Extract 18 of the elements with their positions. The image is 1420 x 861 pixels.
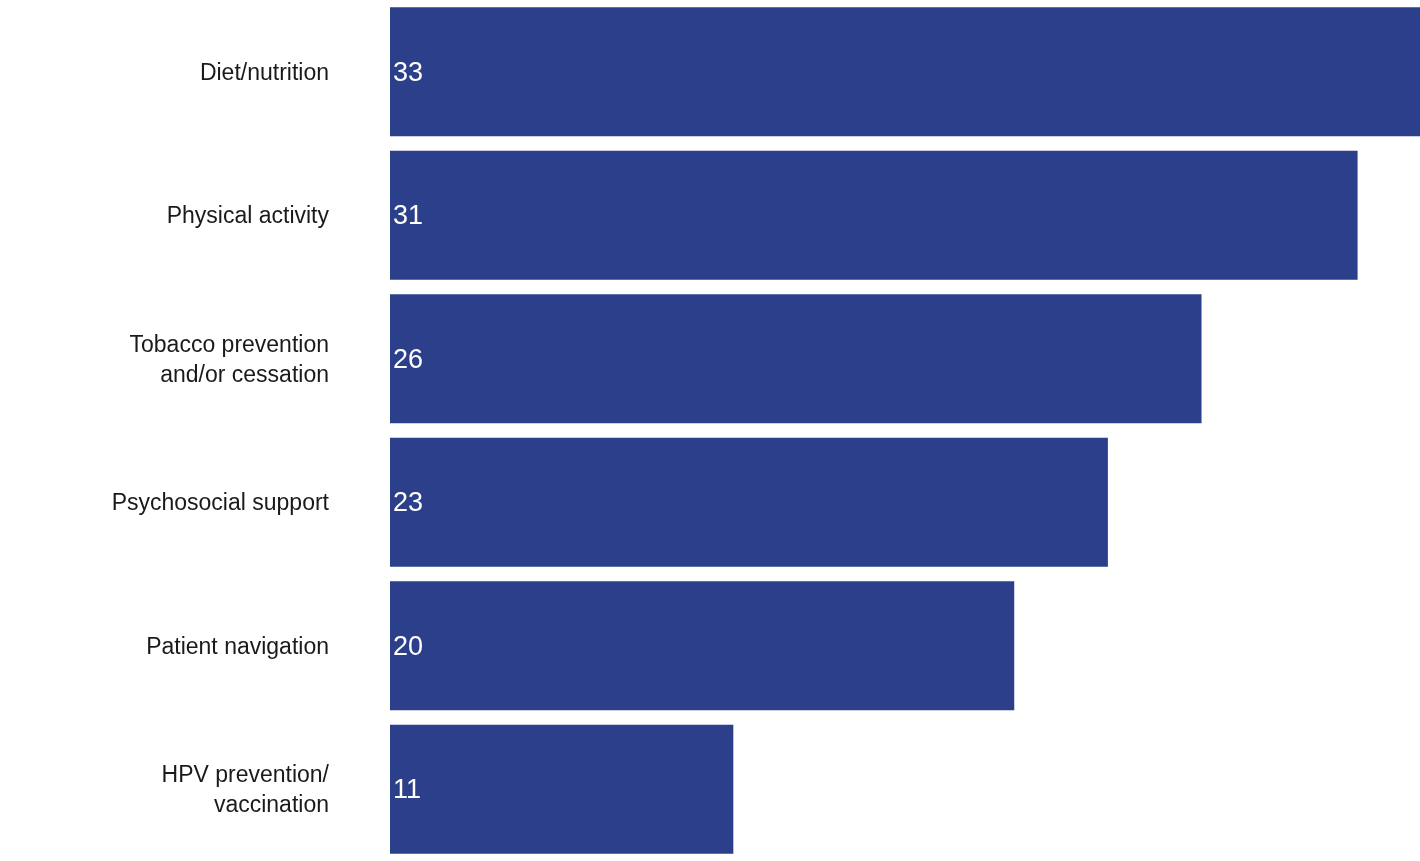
data-label: 31 bbox=[393, 200, 424, 231]
y-tick-label: Psychosocial support bbox=[111, 489, 330, 516]
y-tick-label: Physical activity bbox=[166, 202, 330, 229]
bar bbox=[390, 150, 1358, 280]
bar bbox=[390, 724, 734, 854]
bar bbox=[390, 294, 1202, 424]
data-label: 26 bbox=[393, 343, 424, 374]
data-label: 33 bbox=[393, 56, 424, 87]
y-tick-label: Diet/nutrition bbox=[199, 58, 329, 85]
data-label: 11 bbox=[393, 774, 422, 805]
bar bbox=[390, 7, 1420, 137]
y-tick-label: Tobacco prevention and/or cessation bbox=[129, 330, 329, 387]
data-label: 20 bbox=[393, 630, 424, 661]
data-label: 23 bbox=[393, 487, 424, 518]
y-tick-label: HPV prevention/ vaccination bbox=[161, 761, 330, 818]
bar bbox=[390, 437, 1108, 567]
bar bbox=[390, 581, 1015, 711]
y-tick-label: Patient navigation bbox=[146, 632, 329, 659]
